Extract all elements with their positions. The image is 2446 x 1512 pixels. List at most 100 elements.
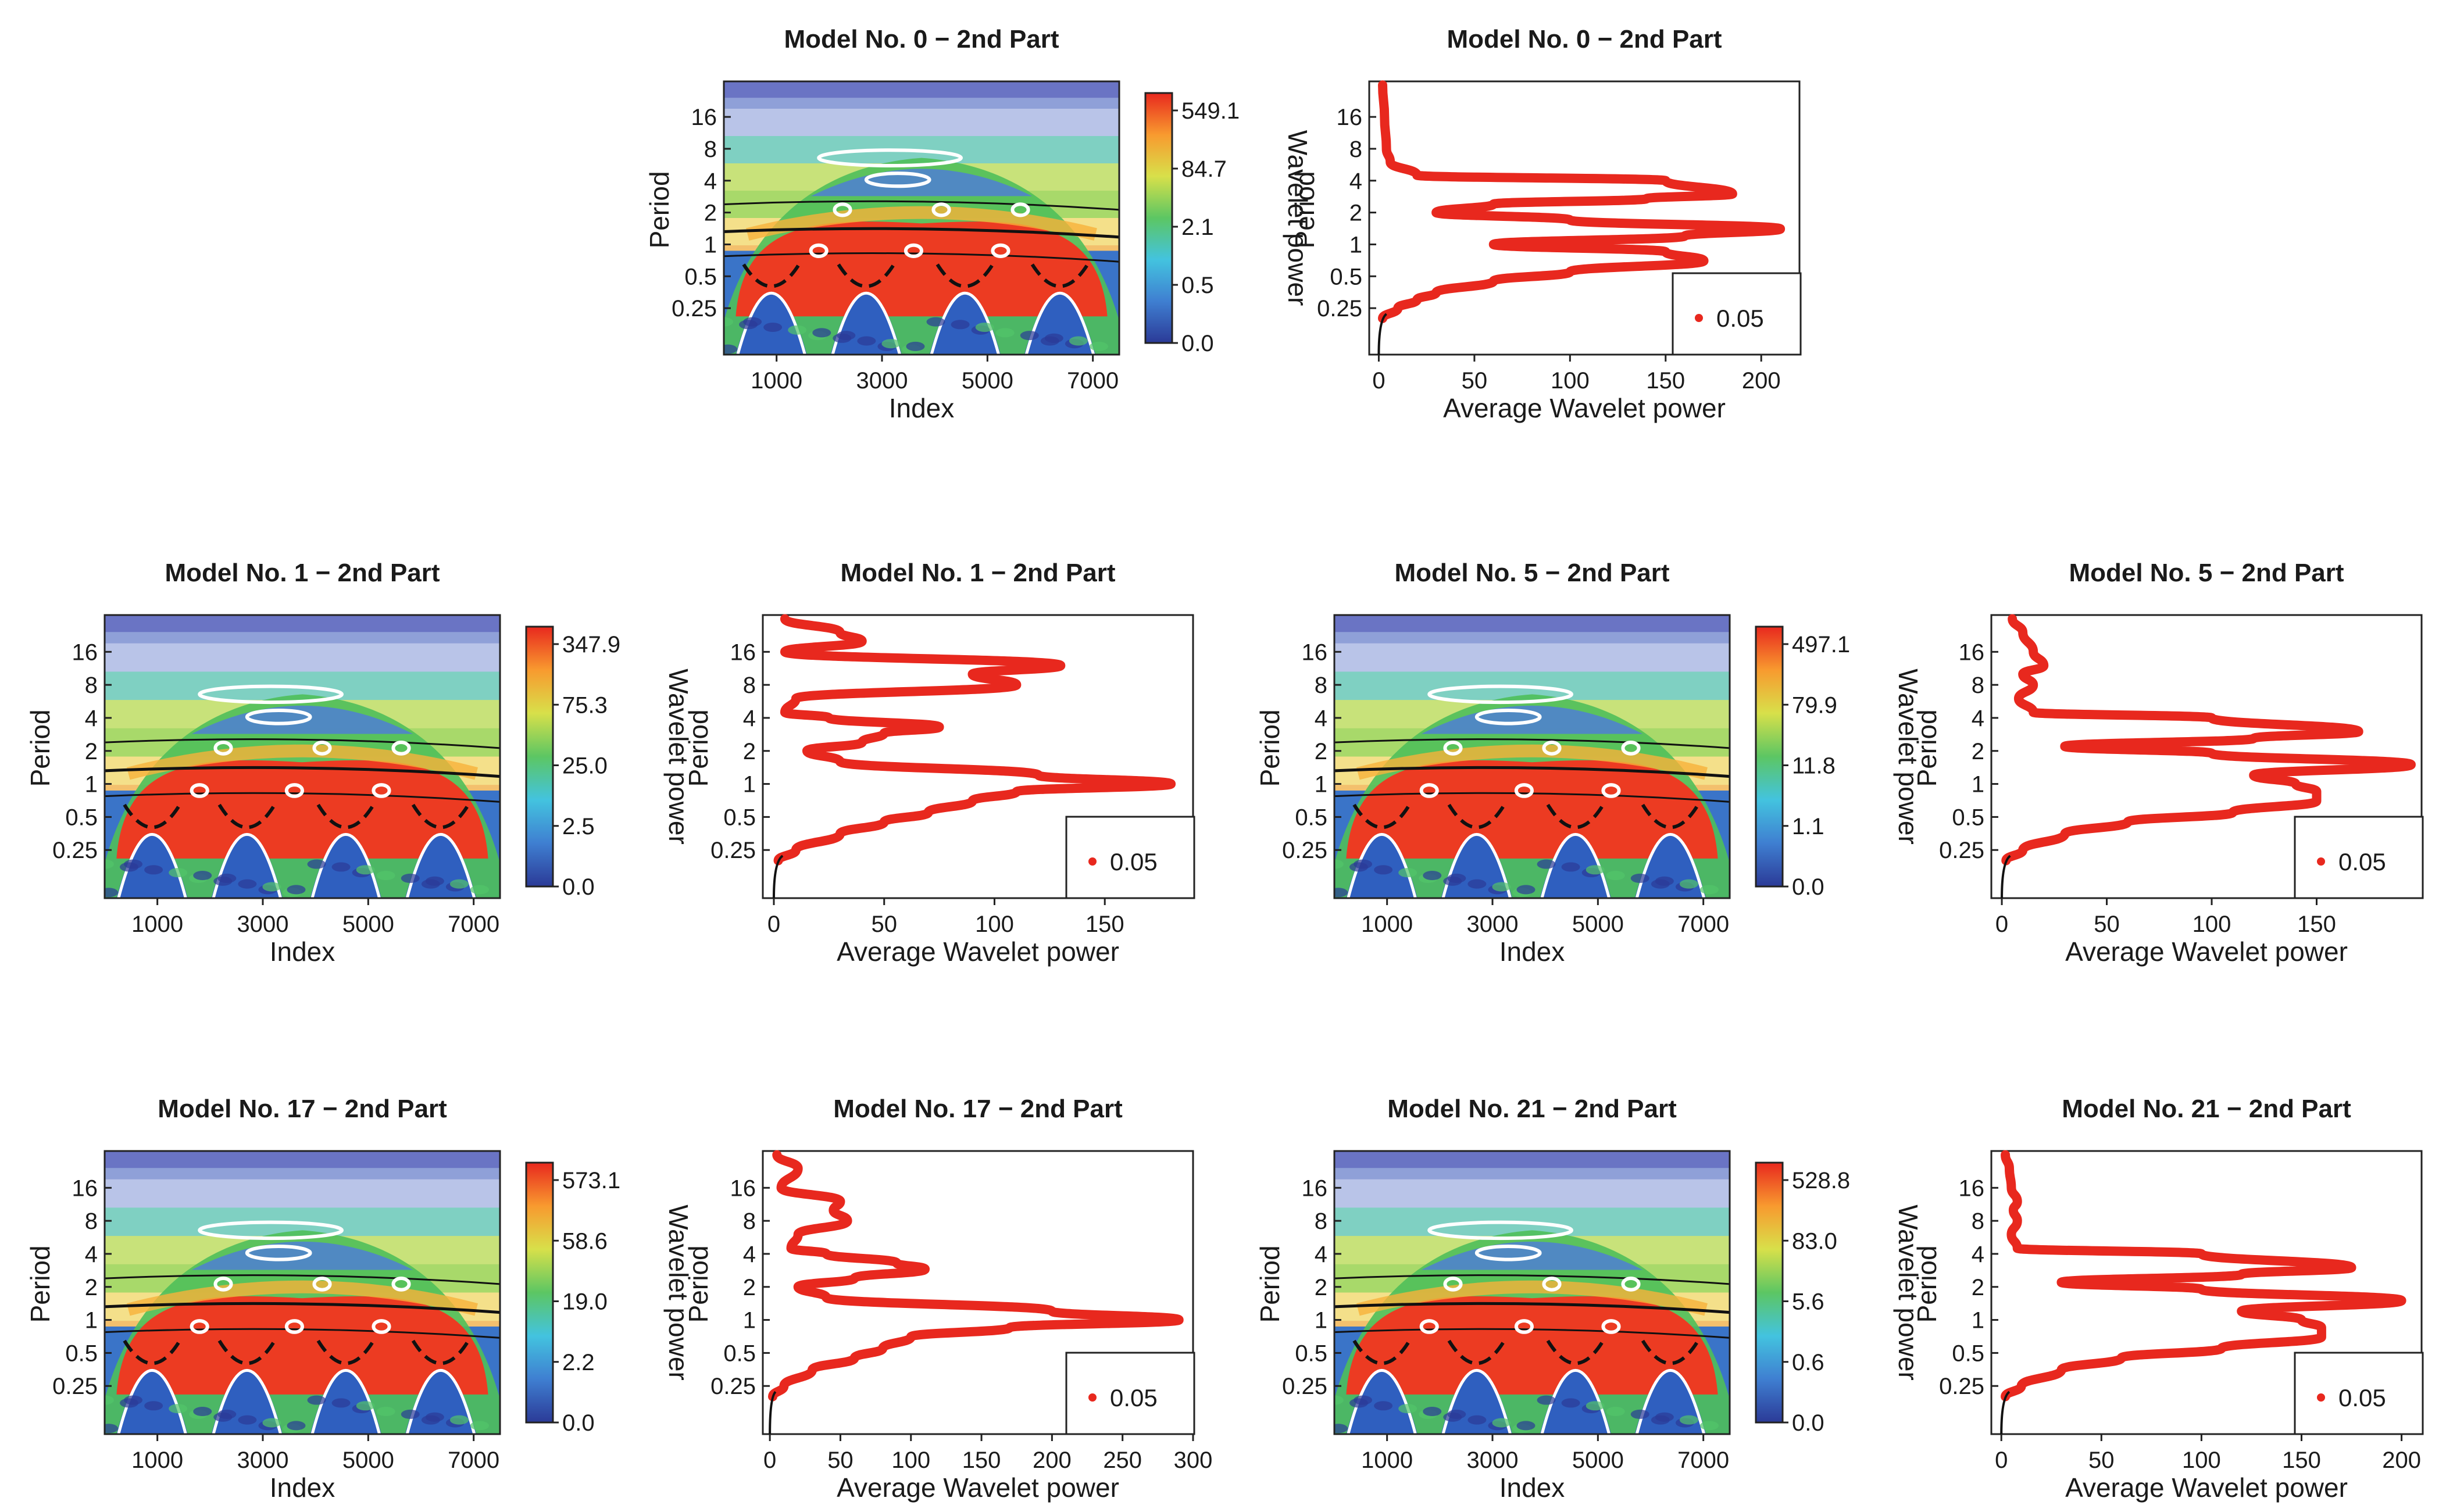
x-tick-label: 0: [1995, 912, 2008, 937]
noise-blob: [262, 882, 281, 892]
legend-label: 0.05: [1716, 305, 1764, 332]
significance-contour: [1621, 741, 1641, 756]
colorbar-tick-label: 1.1: [1792, 814, 1824, 839]
y-tick-label: 16: [72, 1175, 98, 1201]
significance-contour: [1427, 1220, 1574, 1241]
noise-blob: [356, 1401, 375, 1411]
noise-blob: [1561, 1398, 1580, 1408]
noise-blob: [724, 344, 738, 354]
noise-blob: [470, 885, 489, 895]
y-axis-label: Period: [683, 709, 713, 787]
noise-blob: [1586, 865, 1605, 875]
power-rim: [1356, 1280, 1708, 1316]
x-tick-label: 0: [1995, 1447, 2008, 1473]
y-tick-label: 2: [1315, 739, 1327, 764]
x-tick-label: 3000: [1467, 912, 1519, 937]
wavelet-spectrum-panel-m21_spec: Model No. 21 − 2nd Part 16 8 4 2 1 0.5 0.25 Peri…: [1255, 1095, 1923, 1503]
x-tick-label: 7000: [1677, 1447, 1729, 1473]
x-tick-label: 5000: [962, 368, 1013, 394]
x-tick-label: 3000: [237, 1447, 289, 1473]
noise-blob: [1334, 1424, 1348, 1434]
significance-contour: [931, 202, 951, 217]
colorbar-tick-label: 0.0: [1181, 331, 1214, 356]
significance-contour: [1474, 709, 1542, 725]
y-tick-label: 0.25: [1939, 838, 1984, 863]
noise-blob: [331, 1398, 351, 1408]
legend-box: [2294, 1352, 2424, 1435]
y-axis-label: Period: [1255, 709, 1285, 787]
significance-contour: [372, 783, 391, 798]
noise-blob: [169, 1404, 188, 1414]
noise-blob: [193, 1407, 212, 1417]
power-rim: [127, 1280, 478, 1316]
plot-frame: [1333, 1150, 1731, 1435]
colorbar-tick-label: 0.0: [562, 874, 595, 900]
legend-marker: [1088, 857, 1097, 866]
y-tick-label: 1: [1349, 232, 1362, 258]
x-tick-label: 50: [871, 912, 897, 937]
dashed-ridge: [316, 803, 375, 830]
noise-blob: [169, 868, 188, 878]
noise-blob: [1699, 1421, 1719, 1431]
x-tick-label: 3000: [237, 912, 289, 937]
noise-blob: [217, 1409, 237, 1419]
significance-contour: [245, 709, 312, 725]
panel-title: Model No. 1 − 2nd Part: [840, 559, 1115, 587]
wavelet-spectrum-panel-m17_spec: Model No. 17 − 2nd Part 16 8 4 2 1 0.5 0.25 Peri…: [25, 1095, 694, 1503]
y-tick-label: 0.5: [1952, 1341, 1984, 1366]
x-axis-label: Average Wavelet power: [837, 936, 1119, 967]
high-power-region: [116, 760, 488, 859]
legend-marker: [2317, 857, 2325, 866]
noise-blob: [376, 871, 395, 881]
noise-blob: [837, 331, 856, 341]
y-tick-label: 4: [85, 706, 98, 731]
noise-blob: [1467, 879, 1487, 889]
y-tick-label: 8: [1972, 673, 1984, 698]
noise-blob: [906, 341, 925, 351]
noise-blob: [1699, 885, 1719, 895]
y-tick-label: 0.25: [1317, 296, 1362, 321]
significance-contour: [405, 833, 476, 898]
y-tick-label: 2: [704, 201, 717, 226]
x-tick-label: 50: [827, 1447, 854, 1473]
x-tick-label: 100: [975, 912, 1014, 937]
significance-contour: [831, 292, 902, 355]
y-tick-label: 4: [1972, 1242, 1984, 1267]
x-tick-label: 5000: [342, 1447, 394, 1473]
y-tick-label: 1: [704, 232, 717, 258]
y-tick-label: 8: [704, 137, 717, 162]
significance-contour: [1542, 741, 1562, 756]
spectrum-band: [724, 81, 1119, 98]
y-tick-label: 0.5: [1295, 1341, 1327, 1366]
significance-contour: [817, 148, 963, 168]
dashed-ridge: [1352, 1339, 1411, 1366]
colorbar: [525, 625, 554, 888]
y-axis-label: Period: [25, 709, 55, 787]
noise-blob: [1447, 873, 1466, 883]
noise-blob: [881, 339, 901, 349]
y-tick-label: 0.5: [1952, 805, 1984, 830]
high-power-region: [116, 1296, 488, 1395]
colorbar-tick-label: 25.0: [562, 753, 608, 779]
x-tick-label: 150: [2282, 1447, 2321, 1473]
y-axis-label: Period: [1290, 171, 1320, 248]
legend-label: 0.05: [1110, 1384, 1158, 1411]
noise-blob: [449, 879, 469, 889]
spectrum-plot-area: [724, 81, 1119, 355]
significance-contour: [372, 1319, 391, 1334]
noise-blob: [238, 879, 257, 889]
significance-contour: [1601, 1319, 1621, 1334]
y-tick-label: 16: [72, 639, 98, 665]
x-tick-label: 5000: [1572, 1447, 1624, 1473]
dashed-ridge: [1546, 1339, 1605, 1366]
x-tick-label: 0: [1372, 368, 1385, 394]
significance-contour: [1441, 833, 1512, 898]
panel-title: Model No. 0 − 2nd Part: [1447, 25, 1722, 53]
y-tick-label: 0.25: [672, 296, 717, 321]
dashed-ridge: [1352, 803, 1411, 830]
y-tick-label: 0.5: [684, 264, 717, 289]
significance-contour: [1601, 783, 1621, 798]
y-tick-label: 8: [743, 1209, 756, 1234]
noise-blob: [1492, 1418, 1511, 1428]
spectrum-band: [1334, 643, 1730, 673]
